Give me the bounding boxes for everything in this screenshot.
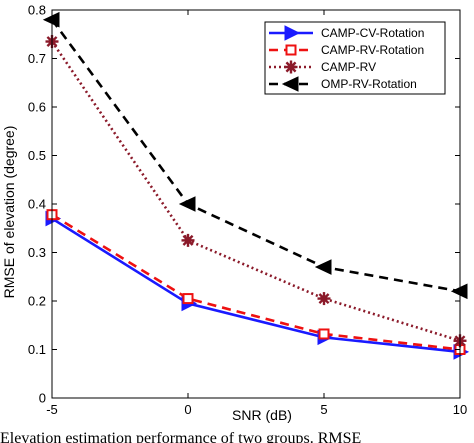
legend-entry: OMP-RV-Rotation — [269, 76, 417, 92]
data-point — [317, 292, 331, 306]
legend-entry: CAMP-RV — [269, 60, 376, 74]
y-tick-label: 0.4 — [28, 197, 46, 212]
x-tick-label: 5 — [320, 402, 327, 417]
y-tick-label: 0 — [39, 391, 46, 406]
figure-caption: Elevation estimation performance of two … — [0, 428, 474, 443]
series-line — [51, 217, 461, 354]
y-tick-label: 0.1 — [28, 342, 46, 357]
legend-label: CAMP-CV-Rotation — [321, 26, 424, 40]
y-tick-label: 0.7 — [28, 51, 46, 66]
y-tick-label: 0.5 — [28, 148, 46, 163]
x-tick-label: 0 — [184, 402, 191, 417]
legend-entry: CAMP-RV-Rotation — [269, 43, 424, 57]
y-tick-label: 0.2 — [28, 294, 46, 309]
legend-entry: CAMP-CV-Rotation — [269, 25, 424, 41]
series-line — [51, 213, 461, 351]
data-point — [318, 328, 330, 340]
legend-marker — [284, 60, 298, 74]
y-tick-label: 0.8 — [28, 3, 46, 18]
series-line — [50, 40, 461, 343]
y-tick-label: 0.6 — [28, 100, 46, 115]
legend-marker — [285, 44, 297, 56]
legend-marker — [281, 76, 299, 92]
data-point — [314, 259, 332, 275]
legend-label: CAMP-RV-Rotation — [321, 43, 424, 57]
data-point — [178, 196, 196, 212]
legend-label: OMP-RV-Rotation — [321, 77, 417, 91]
x-tick-label: 10 — [453, 402, 467, 417]
x-tick-label: -5 — [46, 402, 58, 417]
figure-caption-text: Elevation estimation performance of two … — [0, 430, 362, 443]
x-axis-label: SNR (dB) — [232, 407, 292, 423]
data-point — [181, 233, 195, 247]
series-line — [50, 18, 461, 293]
data-point — [182, 293, 194, 305]
legend-marker — [284, 25, 301, 41]
y-axis-label: RMSE of elevation (degree) — [1, 126, 17, 299]
legend: CAMP-CV-Rotation CAMP-RV-Rotation CAMP-RV O… — [264, 21, 446, 95]
y-tick-label: 0.3 — [28, 245, 46, 260]
legend-label: CAMP-RV — [321, 60, 376, 74]
